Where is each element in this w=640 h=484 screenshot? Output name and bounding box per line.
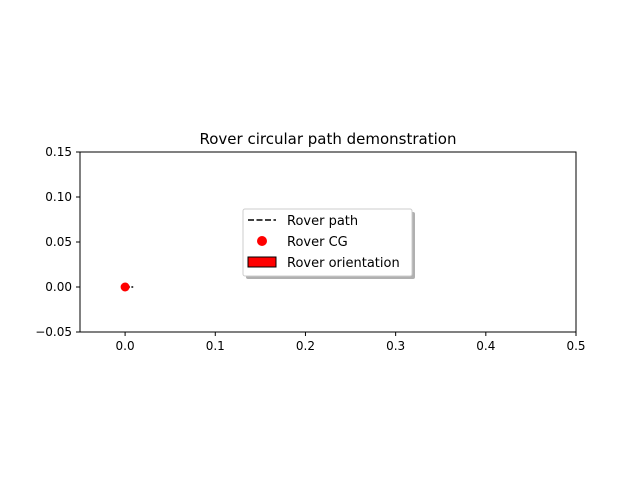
data-marks [120,282,134,292]
legend-label-cg: Rover CG [287,235,348,250]
x-tick-label: 0.2 [296,339,315,353]
y-tick-label: −0.05 [35,325,72,339]
x-tick-label: 0.5 [566,339,585,353]
legend-orientation-swatch [247,256,277,268]
y-axis: −0.05 0.00 0.05 0.10 0.15 [35,145,80,339]
legend: Rover path Rover CG Rover orientation [242,208,415,279]
legend-label-orientation: Rover orientation [287,256,400,271]
y-tick-label: 0.15 [45,145,72,159]
x-axis: 0.0 0.1 0.2 0.3 0.4 0.5 [116,332,586,353]
chart-title: Rover circular path demonstration [200,130,457,148]
x-tick-label: 0.0 [116,339,135,353]
x-tick-label: 0.3 [386,339,405,353]
legend-label-path: Rover path [287,214,358,229]
y-tick-label: 0.05 [45,235,72,249]
x-tick-label: 0.1 [206,339,225,353]
y-tick-label: 0.00 [45,280,72,294]
legend-cg-swatch [257,236,267,246]
y-tick-label: 0.10 [45,190,72,204]
legend-box [242,208,413,277]
x-tick-label: 0.4 [476,339,495,353]
rover-cg-point [120,282,130,292]
